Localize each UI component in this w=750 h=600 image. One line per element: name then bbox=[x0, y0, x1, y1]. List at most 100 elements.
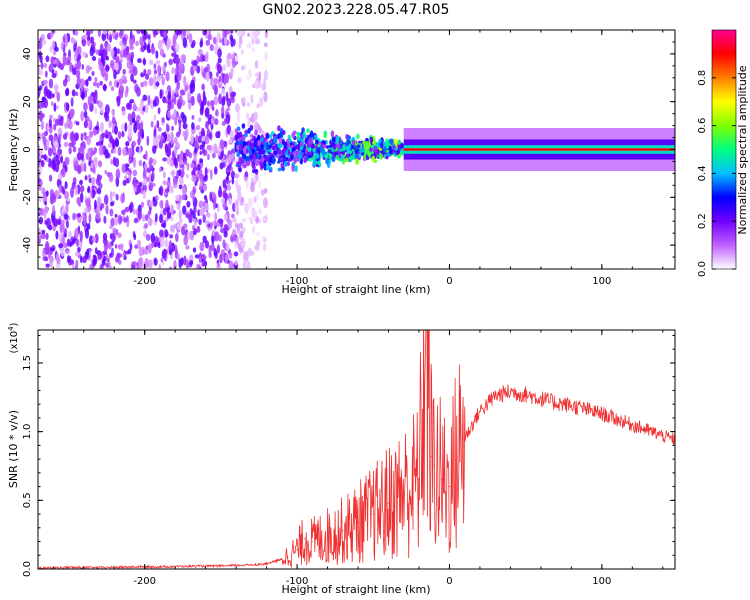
heatmap-cell bbox=[157, 134, 161, 140]
heatmap-cell bbox=[155, 60, 161, 65]
heatmap-cell bbox=[144, 258, 149, 269]
heatmap-cell bbox=[52, 146, 57, 154]
heatmap-cell bbox=[170, 185, 174, 193]
x-tick-label: 100 bbox=[592, 576, 611, 587]
heatmap-cell bbox=[209, 99, 215, 107]
snr-data-point bbox=[448, 485, 451, 488]
y-tick-label: 20 bbox=[22, 95, 33, 108]
heatmap-cell bbox=[226, 179, 231, 184]
heatmap-cell bbox=[191, 114, 195, 120]
heatmap-cell bbox=[169, 160, 174, 167]
heatmap-cell bbox=[63, 52, 67, 57]
heatmap-cell bbox=[219, 219, 224, 229]
heatmap-cell bbox=[143, 167, 146, 178]
heatmap-cell bbox=[213, 95, 219, 105]
heatmap-cell bbox=[50, 101, 54, 107]
snr-data-point bbox=[189, 565, 191, 567]
heatmap-cell bbox=[97, 174, 103, 181]
heatmap-cell bbox=[66, 118, 70, 126]
heatmap-cell bbox=[95, 141, 100, 146]
heatmap-cell bbox=[201, 147, 206, 154]
heatmap-cell bbox=[84, 89, 88, 98]
heatmap-cell bbox=[130, 73, 134, 82]
heatmap-cell bbox=[354, 153, 358, 159]
heatmap-cell bbox=[199, 241, 205, 252]
heatmap-cell bbox=[100, 202, 105, 209]
heatmap-cell bbox=[250, 207, 255, 215]
heatmap-cell bbox=[238, 242, 242, 251]
heatmap-cell bbox=[210, 243, 215, 252]
heatmap-cell bbox=[137, 57, 142, 64]
heatmap-cell bbox=[83, 120, 89, 129]
heatmap-cell bbox=[152, 158, 157, 166]
heatmap-cell bbox=[238, 167, 242, 173]
heatmap-cell bbox=[304, 148, 309, 155]
heatmap-cell bbox=[71, 238, 76, 245]
heatmap-cell bbox=[64, 122, 68, 130]
heatmap-cell bbox=[268, 139, 273, 144]
heatmap-cell bbox=[331, 142, 336, 148]
heatmap-cell bbox=[144, 103, 149, 114]
heatmap-cell bbox=[133, 122, 138, 134]
heatmap-cell bbox=[104, 113, 110, 122]
heatmap-cell bbox=[80, 153, 84, 161]
heatmap-cell bbox=[173, 109, 177, 120]
heatmap-cell bbox=[133, 233, 137, 241]
heatmap-cell bbox=[178, 126, 182, 136]
heatmap-cell bbox=[75, 69, 81, 79]
heatmap-cell bbox=[80, 132, 84, 142]
heatmap-cell bbox=[249, 133, 254, 138]
x-tick-label: 100 bbox=[592, 276, 611, 287]
heatmap-cell bbox=[84, 251, 89, 259]
heatmap-cell bbox=[39, 69, 44, 76]
heatmap-cell bbox=[168, 244, 173, 251]
heatmap-cell bbox=[159, 74, 163, 80]
heatmap-cell bbox=[237, 76, 242, 84]
heatmap-cell bbox=[108, 142, 113, 149]
heatmap-cell bbox=[237, 30, 243, 35]
heatmap-cell bbox=[205, 71, 210, 82]
snr-data-point bbox=[479, 410, 481, 412]
heatmap-cell bbox=[72, 39, 77, 44]
y-tick-label: 1.5 bbox=[22, 355, 33, 371]
heatmap-cell bbox=[64, 57, 69, 64]
heatmap-cell bbox=[254, 60, 259, 69]
heatmap-cell bbox=[114, 157, 120, 168]
heatmap-cell bbox=[43, 98, 49, 109]
heatmap-cell bbox=[373, 145, 378, 153]
colorbar-label: Normalized spectral amplitude bbox=[736, 65, 749, 234]
heatmap-cell bbox=[170, 131, 174, 141]
heatmap-cell bbox=[114, 138, 120, 148]
heatmap-cell bbox=[248, 148, 253, 156]
snr-data-point bbox=[430, 455, 432, 457]
heatmap-cell bbox=[292, 150, 297, 157]
heatmap-cell bbox=[48, 78, 54, 89]
heatmap-cell bbox=[201, 83, 206, 91]
heatmap-cell bbox=[200, 127, 206, 139]
heatmap-cell bbox=[355, 158, 359, 165]
heatmap-cell bbox=[88, 160, 91, 167]
heatmap-cell bbox=[173, 136, 178, 144]
snr-data-point bbox=[265, 563, 268, 565]
heatmap-cell bbox=[45, 217, 51, 229]
heatmap-cell bbox=[121, 123, 124, 132]
heatmap-cell bbox=[268, 166, 273, 172]
heatmap-cell bbox=[147, 209, 152, 215]
heatmap-cell bbox=[169, 266, 172, 269]
heatmap-cell bbox=[123, 75, 127, 85]
heatmap-cell bbox=[161, 117, 165, 124]
heatmap-cell bbox=[327, 149, 332, 154]
heatmap-cell bbox=[109, 34, 112, 43]
heatmap-cell bbox=[111, 108, 116, 117]
heatmap-cell bbox=[133, 217, 139, 224]
heatmap-cell bbox=[163, 249, 167, 261]
heatmap-cell bbox=[226, 184, 232, 191]
heatmap-cell bbox=[209, 191, 213, 202]
heatmap-cell bbox=[78, 147, 82, 153]
heatmap-cell bbox=[96, 187, 102, 195]
heatmap-cell bbox=[146, 135, 150, 147]
heatmap-cell bbox=[291, 131, 296, 139]
heatmap-cell bbox=[171, 67, 175, 75]
heatmap-cell bbox=[223, 231, 228, 238]
